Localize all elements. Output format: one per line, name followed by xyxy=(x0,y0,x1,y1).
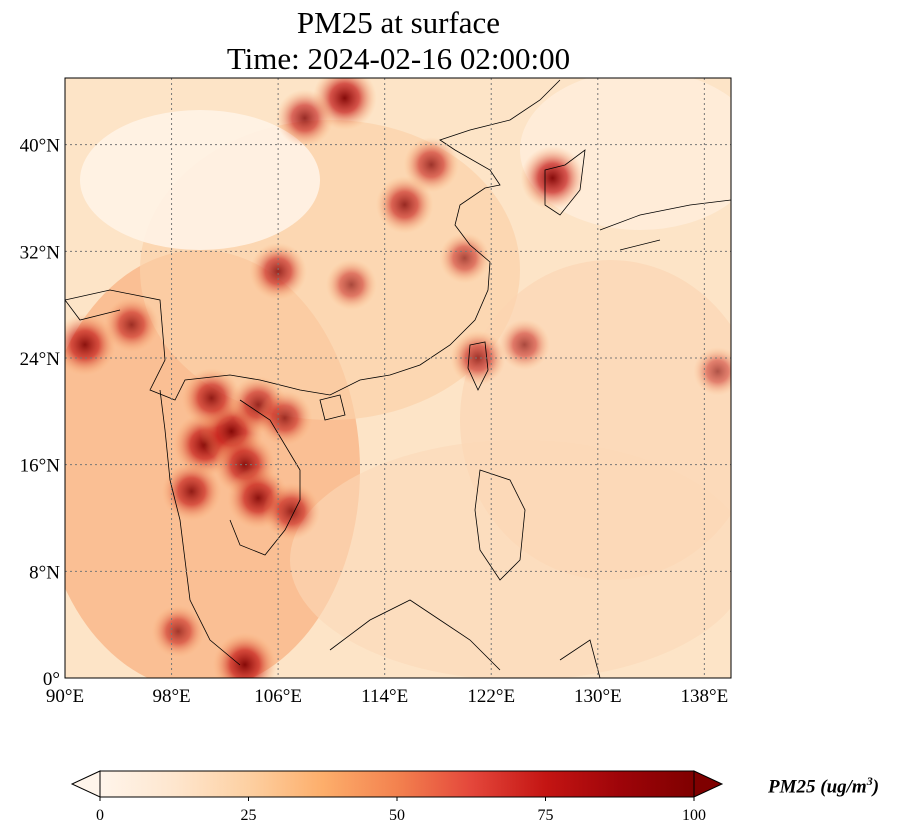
pm25-hotspot xyxy=(65,313,116,376)
map-title: PM25 at surface xyxy=(296,5,501,40)
pm25-hotspot xyxy=(257,390,313,446)
latitude-tick-label: 24°N xyxy=(20,349,61,370)
pm25-hotspot xyxy=(450,330,506,386)
longitude-tick-label: 122°E xyxy=(467,686,515,707)
colorbar-title: PM25 (ug/m3) xyxy=(768,774,880,798)
pm25-hotspot xyxy=(375,175,434,234)
pm25-hotspot xyxy=(181,368,242,428)
colorbar-tick-label: 0 xyxy=(96,807,104,824)
latitude-tick-label: 0° xyxy=(43,669,60,690)
coastlines xyxy=(65,79,731,678)
colorbar-tick-label: 100 xyxy=(682,807,706,824)
colorbar-min-extend xyxy=(70,770,101,798)
latitude-ticks: 0° 8°N 16°N 24°N 32°N 40°N xyxy=(20,136,61,690)
pm25-hotspot xyxy=(249,242,307,301)
latitude-tick-label: 8°N xyxy=(29,562,60,583)
colorbar-tick-label: 50 xyxy=(389,807,405,824)
pm25-hotspot xyxy=(212,632,277,678)
map-subtitle-time: Time: 2024-02-16 02:00:00 xyxy=(226,41,571,76)
pm25-hotspots xyxy=(65,78,731,678)
pm25-hotspot xyxy=(439,232,490,284)
latitude-tick-label: 40°N xyxy=(20,136,61,157)
pm25-field xyxy=(65,78,731,678)
colorbar-gradient xyxy=(100,771,694,797)
longitude-tick-label: 130°E xyxy=(574,686,622,707)
colorbar-ticks: 0 25 50 75 100 xyxy=(96,797,706,824)
colorbar-tick-label: 75 xyxy=(538,807,554,824)
longitude-tick-label: 90°E xyxy=(46,686,84,707)
pm25-hotspot xyxy=(161,461,222,522)
pm25-hotspot xyxy=(325,259,377,311)
pm25-hotspot xyxy=(262,482,321,541)
graticule xyxy=(65,78,731,678)
pm25-hotspot xyxy=(403,137,459,193)
pm25-hotspot xyxy=(104,297,160,353)
pm25-hotspot xyxy=(276,89,334,147)
pm25-hotspot xyxy=(499,319,550,371)
longitude-tick-label: 106°E xyxy=(254,686,302,707)
latitude-tick-label: 16°N xyxy=(20,456,61,477)
longitude-tick-label: 114°E xyxy=(361,686,408,707)
colorbar: 0 25 50 75 100 xyxy=(70,770,724,824)
colorbar-tick-label: 25 xyxy=(241,807,257,824)
longitude-ticks: 90°E 98°E 106°E 114°E 122°E 130°E 138°E xyxy=(46,686,728,707)
longitude-tick-label: 138°E xyxy=(681,686,729,707)
longitude-tick-label: 98°E xyxy=(152,686,190,707)
pm25-hotspot xyxy=(151,604,205,658)
pm25-hotspot xyxy=(693,347,731,396)
map-frame xyxy=(64,77,732,679)
pm25-hotspot xyxy=(520,146,585,210)
latitude-tick-label: 32°N xyxy=(20,242,61,263)
colorbar-max-extend xyxy=(693,770,724,798)
